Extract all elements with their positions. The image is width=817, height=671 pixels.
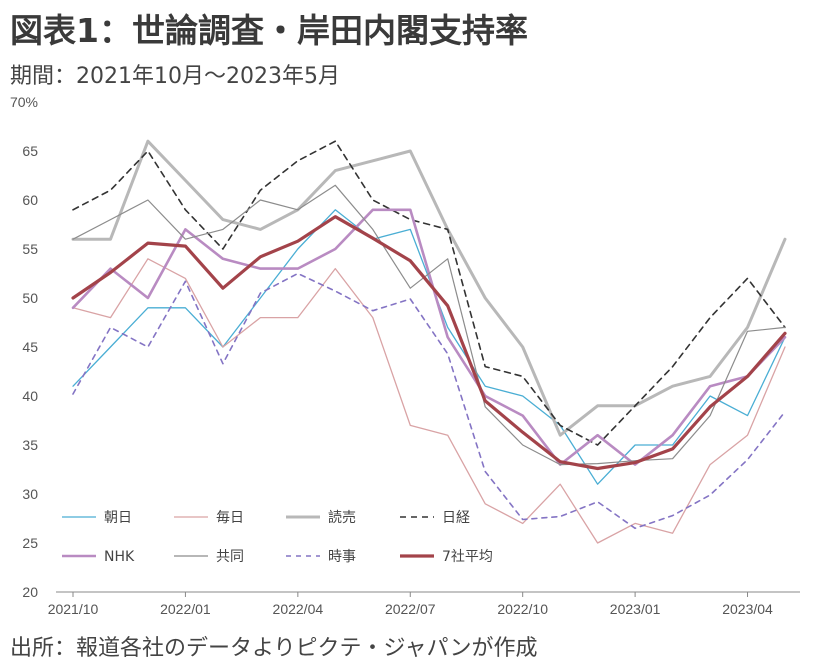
y-tick-label: 55 xyxy=(22,241,38,257)
series-line-5 xyxy=(72,184,786,466)
series-layer xyxy=(71,139,787,544)
source-note: 出所：報道各社のデータよりピクテ・ジャパンが作成 xyxy=(10,636,538,661)
x-tick-label: 2023/04 xyxy=(722,601,773,617)
y-tick-label: 20 xyxy=(22,584,38,600)
chart-period: 期間：2021年10月～2023年5月 xyxy=(10,64,340,89)
x-tick-label: 2022/10 xyxy=(497,601,548,617)
legend: 朝日 毎日 読売 日経 NHK 共同 時事 7社平均 xyxy=(62,509,493,565)
y-tick-label: 65 xyxy=(22,143,38,159)
x-tick-label: 2022/04 xyxy=(273,601,324,617)
legend-label-5: 共同 xyxy=(216,549,244,565)
x-axis: 2021/10 2022/01 2022/04 2022/07 2022/10 2023/… xyxy=(48,591,800,617)
x-tick-label: 2021/10 xyxy=(48,601,99,617)
series-line-7 xyxy=(71,215,787,471)
y-tick-label: 30 xyxy=(22,486,38,502)
chart-title: 図表1：世論調査・岸田内閣支持率 xyxy=(10,11,528,50)
legend-label-6: 時事 xyxy=(328,549,356,565)
series-line-0 xyxy=(72,209,786,485)
series-line-3 xyxy=(72,140,786,446)
legend-label-1: 毎日 xyxy=(216,510,244,526)
series-line-2 xyxy=(71,139,787,437)
x-tick-label: 2022/01 xyxy=(160,601,211,617)
series-line-4 xyxy=(71,208,787,466)
legend-label-2: 読売 xyxy=(328,509,356,526)
legend-label-0: 朝日 xyxy=(104,510,132,526)
y-tick-label: 35 xyxy=(22,437,38,453)
y-tick-label: 50 xyxy=(22,290,38,306)
y-tick-label: 45 xyxy=(22,339,38,355)
y-axis: 20 25 30 35 40 45 50 55 60 65 70% xyxy=(10,94,38,600)
y-tick-label: 70% xyxy=(10,94,38,110)
series-line-1 xyxy=(72,258,786,544)
legend-label-7: 7社平均 xyxy=(442,549,493,565)
legend-label-4: NHK xyxy=(104,549,135,565)
y-tick-label: 40 xyxy=(22,388,38,404)
x-tick-label: 2023/01 xyxy=(610,601,661,617)
legend-label-3: 日経 xyxy=(442,510,470,526)
series-line-6 xyxy=(72,272,786,530)
y-tick-label: 25 xyxy=(22,535,38,551)
y-tick-label: 60 xyxy=(22,192,38,208)
x-tick-label: 2022/07 xyxy=(385,601,436,617)
